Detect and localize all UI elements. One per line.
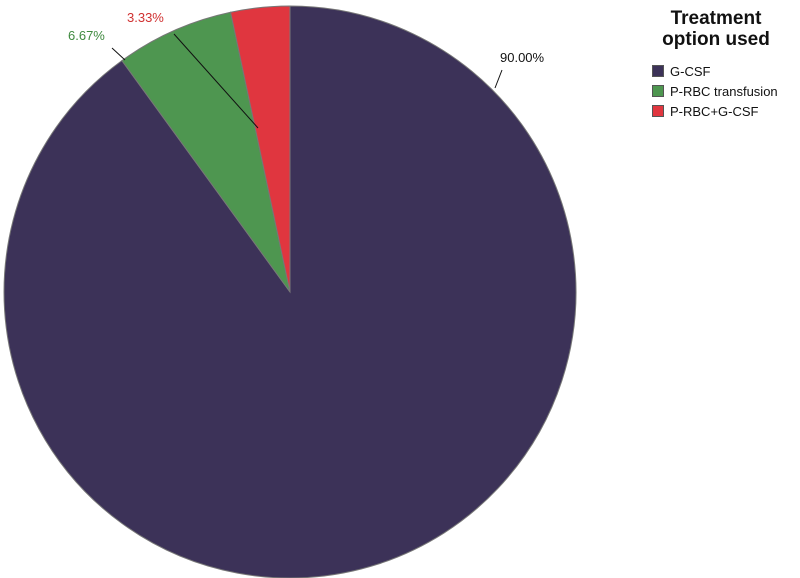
legend-label: G-CSF <box>670 63 711 79</box>
legend-title: Treatment option used <box>662 8 770 50</box>
legend-swatch <box>652 105 664 117</box>
legend-swatch <box>652 65 664 77</box>
legend: Treatment option used G-CSF P-RBC transf… <box>652 8 800 121</box>
slice-p-rbc-g-csf <box>230 5 291 293</box>
leader-line <box>111 47 126 61</box>
legend-item-p-rbc-transfusion: P-RBC transfusion <box>652 81 800 101</box>
leader-line <box>494 69 503 89</box>
legend-swatch <box>652 85 664 97</box>
data-label-p-rbc-g-csf: 3.33% <box>127 10 164 25</box>
legend-item-g-csf: G-CSF <box>652 61 800 81</box>
legend-item-p-rbc-g-csf: P-RBC+G-CSF <box>652 101 800 121</box>
legend-label: P-RBC+G-CSF <box>670 103 759 119</box>
leader-line <box>173 33 259 129</box>
data-label-g-csf: 90.00% <box>500 50 545 65</box>
data-label-p-rbc-transfusion: 6.67% <box>68 28 105 43</box>
legend-label: P-RBC transfusion <box>670 83 778 99</box>
